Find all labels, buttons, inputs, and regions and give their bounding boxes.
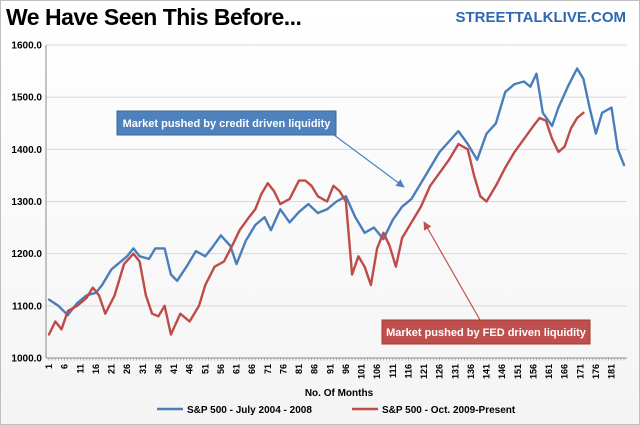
x-tick-label: 86 [310,364,320,374]
x-tick-label: 101 [357,364,367,379]
x-tick-label: 166 [560,364,570,379]
annotation-fed-text: Market pushed by FED driven liquidity [386,327,587,339]
brand-logo-text: STREETTALKLIVE.COM [455,9,626,26]
x-tick-label: 151 [513,364,523,379]
series-layer [47,67,626,336]
annotation-fed-arrow [423,221,481,321]
legend: S&P 500 - July 2004 - 2008 S&P 500 - Oct… [157,405,516,416]
x-tick-label: 21 [107,364,117,374]
x-tick-label: 91 [325,364,335,374]
x-tick-label: 6 [60,364,70,369]
x-tick-label: 56 [216,364,226,374]
y-axis: 1000.0 1100.0 1200.0 1300.0 1400.0 1500.0 1600… [11,41,47,365]
x-tick-label: 11 [75,364,85,374]
x-tick-label: 106 [372,364,382,379]
y-tick-label: 1300.0 [11,197,42,208]
x-tick-label: 41 [169,364,179,374]
annotation-credit: Market pushed by credit driven liquidity [116,110,405,188]
annotation-fed: Market pushed by FED driven liquidity [381,221,591,345]
annotation-credit-text: Market pushed by credit driven liquidity [123,118,332,130]
legend-label-blue: S&P 500 - July 2004 - 2008 [187,405,312,416]
y-tick-label: 1200.0 [11,249,42,260]
x-tick-label: 96 [341,364,351,374]
x-tick-label: 131 [450,364,460,379]
x-tick-label: 16 [91,364,101,374]
x-tick-label: 146 [497,364,507,379]
x-tick-label: 111 [388,364,398,378]
x-tick-label: 116 [403,364,413,379]
x-tick-label: 31 [138,364,148,374]
x-tick-label: 171 [575,364,585,379]
x-tick-label: 81 [294,364,304,374]
x-tick-label: 176 [591,364,601,379]
y-tick-label: 1600.0 [11,41,42,52]
x-tick-label: 76 [278,364,288,374]
y-tick-label: 1000.0 [11,354,42,365]
x-tick-label: 26 [122,364,132,374]
x-tick-label: 136 [466,364,476,379]
series-line-red [47,111,585,336]
x-axis: 1 6 11 16 21 26 31 36 41 46 51 56 61 66 71 76 81 86 91 96 10… [44,357,627,379]
x-tick-label: 1 [44,364,54,369]
x-tick-label: 71 [263,364,273,374]
x-tick-label: 61 [232,364,242,374]
x-tick-label: 181 [607,364,617,379]
annotation-fed-box [381,319,591,345]
x-tick-label: 51 [200,364,210,374]
x-tick-label: 156 [528,364,538,379]
y-tick-label: 1400.0 [11,145,42,156]
annotation-credit-box [116,110,337,136]
x-tick-label: 141 [482,364,492,379]
x-tick-label: 126 [435,364,445,379]
x-tick-label: 46 [185,364,195,374]
annotation-credit-arrow [329,131,405,188]
x-tick-label: 121 [419,364,429,379]
series-line-blue [47,67,626,317]
x-tick-label: 161 [544,364,554,379]
x-tick-label: 36 [153,364,163,374]
legend-label-red: S&P 500 - Oct. 2009-Present [382,405,516,416]
y-tick-label: 1100.0 [12,301,42,312]
y-tick-label: 1500.0 [11,93,42,104]
chart-title: We Have Seen This Before... [6,4,302,30]
x-axis-label: No. Of Months [305,388,374,399]
x-tick-label: 66 [247,364,257,374]
